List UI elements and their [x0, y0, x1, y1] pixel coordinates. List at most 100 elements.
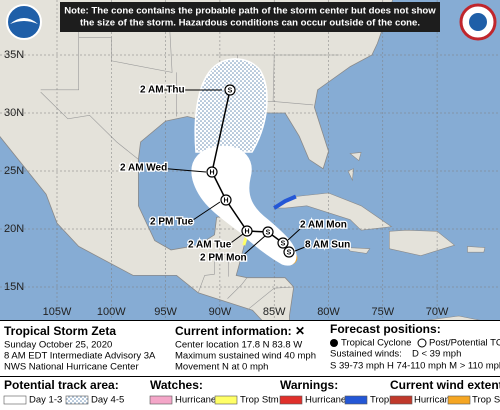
label-leader	[287, 228, 301, 241]
lat-label: 15N	[4, 281, 24, 293]
info-text: Maximum sustained wind 40 mph	[175, 351, 316, 362]
panel-bg	[0, 320, 500, 410]
land-island	[467, 246, 486, 253]
info-text: Hurricane	[414, 395, 455, 406]
info-panel: Tropical Storm Zeta Sunday October 25, 20…	[0, 320, 500, 410]
label-leader	[227, 233, 244, 246]
forecast-intensity: S	[281, 240, 286, 247]
info-text: Warnings:	[280, 378, 338, 392]
swatch-watch-hurricane	[149, 395, 173, 405]
info-text: Sunday October 25, 2020	[4, 340, 112, 351]
forecast-intensity: H	[209, 169, 214, 176]
swatch-wind-hurricane	[389, 395, 413, 405]
lon-label: 100W	[97, 306, 126, 318]
info-text: Trop Stm	[472, 395, 500, 406]
border	[197, 254, 240, 293]
info-text: Current wind extent:	[390, 378, 500, 392]
info-text: Trop Stm	[240, 395, 279, 406]
info-text: NWS National Hurricane Center	[4, 362, 139, 373]
label-leader	[239, 235, 266, 259]
forecast-intensity: H	[223, 197, 228, 204]
warning-trop-stm	[273, 194, 297, 210]
noaa-logo	[6, 4, 42, 40]
forecast-label: 2 AM Wed	[120, 163, 167, 174]
land-island	[349, 152, 362, 162]
lon-label: 75W	[371, 306, 394, 318]
land-island	[426, 315, 481, 320]
label-leader	[157, 167, 207, 173]
note-text: the size of the storm. Hazardous conditi…	[80, 18, 420, 29]
land-island	[274, 192, 393, 231]
noaa-logo-bird	[10, 18, 38, 24]
lon-label: 70W	[426, 306, 449, 318]
forecast-point	[262, 226, 274, 238]
info-text: Day 1-3	[29, 395, 62, 406]
swatch-watch-trop-stm	[214, 395, 238, 405]
swatch-warning-hurricane	[279, 395, 303, 405]
swatch-warning-trop-stm	[344, 395, 368, 405]
swatch-day-4-5	[65, 395, 89, 405]
lat-label: 25N	[4, 165, 24, 177]
info-text: Tropical Cyclone	[341, 338, 411, 349]
lon-label: 85W	[263, 306, 286, 318]
info-text: Forecast positions:	[330, 322, 441, 336]
info-text: Tropical Storm Zeta	[4, 324, 116, 338]
forecast-label: 2 AM Mon	[300, 220, 347, 231]
forecast-point	[277, 237, 289, 249]
land-island	[346, 247, 371, 254]
forecast-point	[220, 194, 232, 206]
info-text: S 39-73 mph H 74-110 mph M > 110 mph	[330, 361, 500, 372]
nws-logo-inner	[469, 13, 487, 31]
swatch-wind-trop-stm	[447, 395, 471, 405]
lat-label: 20N	[4, 223, 24, 235]
forecast-label: 8 AM Sun	[305, 240, 350, 251]
info-text: Post/Potential TC	[429, 338, 500, 349]
lat-label: 30N	[4, 107, 24, 119]
info-text: Current information: ✕	[175, 324, 305, 338]
lon-label: 90W	[209, 306, 232, 318]
forecast-point	[206, 166, 218, 178]
lon-label: 95W	[154, 306, 177, 318]
lon-label: 105W	[43, 306, 72, 318]
info-text: 8 AM EDT Intermediate Advisory 3A	[4, 351, 156, 362]
border	[273, 101, 314, 106]
cone-day-4-5	[194, 58, 268, 153]
forecast-label: 2 PM Tue	[150, 217, 194, 228]
note-bg	[60, 2, 440, 32]
info-text: Trop Stm	[370, 395, 409, 406]
label-leader	[189, 201, 221, 223]
info-text: Hurricane	[175, 395, 216, 406]
land-island	[347, 168, 354, 182]
land-north-america	[0, 0, 394, 320]
forecast-point	[224, 84, 236, 96]
legend-post-tc	[417, 338, 427, 348]
lon-label: 80W	[317, 306, 340, 318]
info-text: Day 4-5	[91, 395, 124, 406]
info-text: Center location 17.8 N 83.8 W	[175, 340, 302, 351]
info-text: D < 39 mph	[412, 349, 461, 360]
lat-label: 35N	[4, 49, 24, 61]
border	[40, 91, 139, 160]
forecast-intensity: S	[266, 229, 271, 236]
info-text: Movement N at 0 mph	[175, 362, 268, 373]
info-text: Potential track area:	[4, 378, 119, 392]
forecast-label: 2 AM Tue	[188, 240, 232, 251]
forecast-intensity: S	[287, 249, 292, 256]
info-text: Sustained winds:	[330, 349, 402, 360]
label-leader	[294, 246, 306, 252]
swatch-day-1-3	[3, 395, 27, 405]
forecast-intensity: H	[244, 228, 249, 235]
border	[40, 31, 79, 91]
forecast-label: 2 AM Thu	[140, 85, 185, 96]
forecast-point	[241, 225, 253, 237]
land-island	[388, 229, 456, 257]
forecast-point	[283, 246, 295, 258]
info-text: Hurricane	[305, 395, 346, 406]
forecast-intensity: S	[228, 87, 233, 94]
border	[227, 277, 248, 299]
note-text: Note: The cone contains the probable pat…	[64, 6, 436, 17]
forecast-label: 2 PM Mon	[200, 253, 247, 264]
legend-cyclone	[330, 339, 338, 347]
